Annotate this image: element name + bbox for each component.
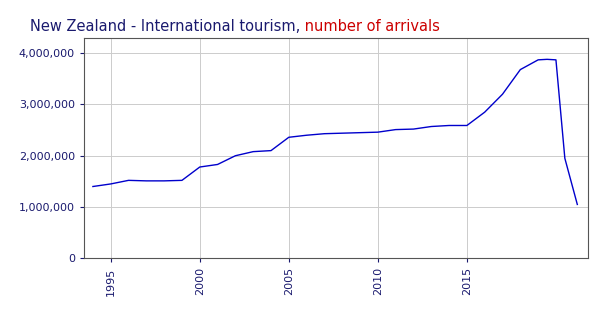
Text: number of arrivals: number of arrivals: [300, 19, 440, 34]
Text: New Zealand - International tourism,: New Zealand - International tourism,: [30, 19, 300, 34]
